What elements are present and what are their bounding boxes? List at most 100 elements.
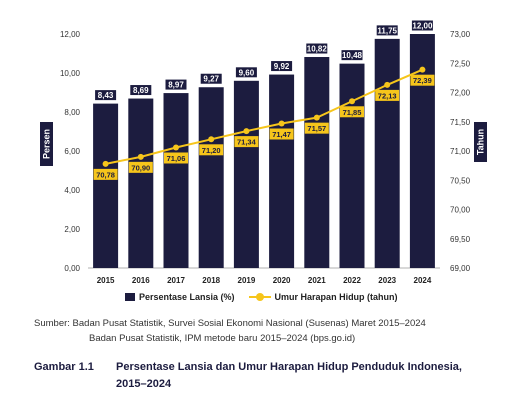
right-tick-label: 73,00	[450, 30, 471, 39]
bar	[374, 38, 400, 268]
line-label-box	[304, 122, 329, 134]
bar-value-label: 8,69	[133, 86, 149, 95]
bar-label-box	[199, 72, 223, 85]
line-value-label: 71,85	[343, 108, 362, 117]
line-label-box	[234, 136, 259, 148]
legend: Persentase Lansia (%) Umur Harapan Hidup…	[125, 292, 412, 302]
line-label-box	[269, 128, 294, 140]
figure-number: Gambar 1.1	[34, 361, 94, 373]
bar-value-label: 9,27	[203, 75, 219, 84]
right-axis-title-box	[474, 122, 487, 162]
line-label-box	[93, 168, 118, 180]
bar	[233, 80, 259, 268]
line-label-box	[164, 152, 188, 164]
bar-series: 8,43 8,69 8,97 9,27 9,60 9,92 10,82 10,48 11,75 1…	[93, 19, 435, 269]
line-point	[208, 136, 215, 143]
legend-line-label: Umur Harapan Hidup (tahun)	[274, 292, 398, 302]
figure-caption: Gambar 1.1 Persentase Lansia dan Umur Har…	[34, 359, 462, 393]
line-point	[102, 160, 109, 167]
line-label-box	[199, 144, 224, 156]
bar-value-label: 9,92	[274, 62, 290, 71]
left-tick-label: 2,00	[64, 225, 80, 234]
category-label: 2024	[414, 276, 432, 285]
category-label: 2022	[343, 276, 361, 285]
line-value-label: 71,34	[237, 138, 257, 147]
bar-label-box	[375, 24, 399, 37]
legend-line-swatch	[248, 292, 271, 302]
category-label: 2020	[273, 276, 291, 285]
bar-label-box	[234, 66, 258, 79]
right-tick-label: 70,50	[450, 176, 471, 185]
line-series: 70,78 70,90 71,06 71,20 71,34 71,47 71,57 71,85…	[93, 66, 435, 180]
x-axis: 2015 2016 2017 2018 2019 2020 2021 2022 2023 2024	[97, 276, 432, 285]
source-line-1: Sumber: Badan Pusat Statistik, Survei So…	[34, 318, 426, 329]
bar-label-box	[164, 78, 188, 91]
right-tick-label: 71,00	[450, 147, 471, 156]
line-point	[349, 98, 355, 105]
line-label-box	[340, 106, 364, 118]
left-tick-label: 8,00	[64, 108, 80, 117]
line-point	[313, 114, 320, 121]
bar	[128, 98, 154, 268]
line-point	[137, 153, 144, 160]
bar-value-label: 11,75	[377, 26, 397, 35]
line-value-label: 71,57	[307, 124, 326, 133]
left-tick-label: 0,00	[64, 264, 80, 273]
category-label: 2015	[97, 276, 115, 285]
left-tick-label: 12,00	[60, 30, 81, 39]
legend-bar-swatch	[125, 293, 135, 301]
bar	[269, 74, 295, 268]
figure-title-line-2: 2015–2024	[116, 378, 172, 390]
bar-label-box	[305, 42, 329, 55]
bar-label-box	[340, 49, 364, 62]
right-tick-label: 70,00	[450, 206, 471, 215]
left-tick-label: 10,00	[60, 69, 81, 78]
right-axis: 69,00 69,50 70,00 70,50 71,00 71,50 72,00 72,50…	[450, 30, 471, 273]
bar-label-box	[94, 89, 118, 102]
category-label: 2018	[202, 276, 220, 285]
right-tick-label: 72,00	[450, 89, 471, 98]
left-axis-title: Persen	[42, 129, 52, 159]
line-path	[105, 68, 423, 165]
category-label: 2019	[238, 276, 256, 285]
right-tick-label: 72,50	[450, 59, 471, 68]
line-value-label: 72,39	[413, 76, 432, 85]
bar-value-label: 12,00	[412, 22, 433, 31]
right-tick-label: 71,50	[450, 118, 471, 127]
axis-titles: Persen Tahun	[40, 122, 487, 166]
right-axis-title: Tahun	[476, 129, 486, 155]
line-value-label: 70,78	[96, 170, 115, 179]
bar	[163, 93, 189, 269]
legend-item-line: Umur Harapan Hidup (tahun)	[248, 292, 398, 302]
bar-label-box	[270, 60, 294, 73]
line-value-label: 70,90	[131, 163, 150, 172]
legend-bar-label: Persentase Lansia (%)	[139, 292, 235, 302]
category-label: 2017	[167, 276, 185, 285]
category-label: 2021	[308, 276, 326, 285]
bar	[339, 63, 365, 268]
left-tick-label: 4,00	[64, 186, 80, 195]
left-tick-label: 6,00	[64, 147, 80, 156]
line-point	[278, 120, 285, 127]
source-line-2: Badan Pusat Statistik, IPM metode baru 2…	[89, 333, 356, 344]
category-label: 2023	[378, 276, 396, 285]
bar-value-label: 8,43	[98, 91, 114, 100]
bar-value-label: 10,48	[342, 51, 363, 60]
bar	[93, 103, 119, 269]
bar-value-label: 10,82	[307, 45, 328, 54]
line-point	[384, 81, 391, 88]
figure-title-line-1: Persentase Lansia dan Umur Harapan Hidup…	[116, 361, 462, 373]
line-point	[243, 128, 250, 135]
line-label-box	[375, 89, 400, 101]
bar-label-box	[129, 84, 153, 97]
line-value-label: 72,13	[378, 91, 397, 100]
bar	[198, 87, 224, 268]
line-value-label: 71,06	[167, 154, 186, 163]
category-label: 2016	[132, 276, 150, 285]
bar-label-box	[410, 19, 434, 32]
left-axis-title-box	[40, 122, 53, 166]
bar-value-label: 9,60	[239, 68, 255, 77]
right-tick-label: 69,00	[450, 264, 471, 273]
right-tick-label: 69,50	[450, 235, 471, 244]
line-value-label: 71,47	[272, 130, 291, 139]
